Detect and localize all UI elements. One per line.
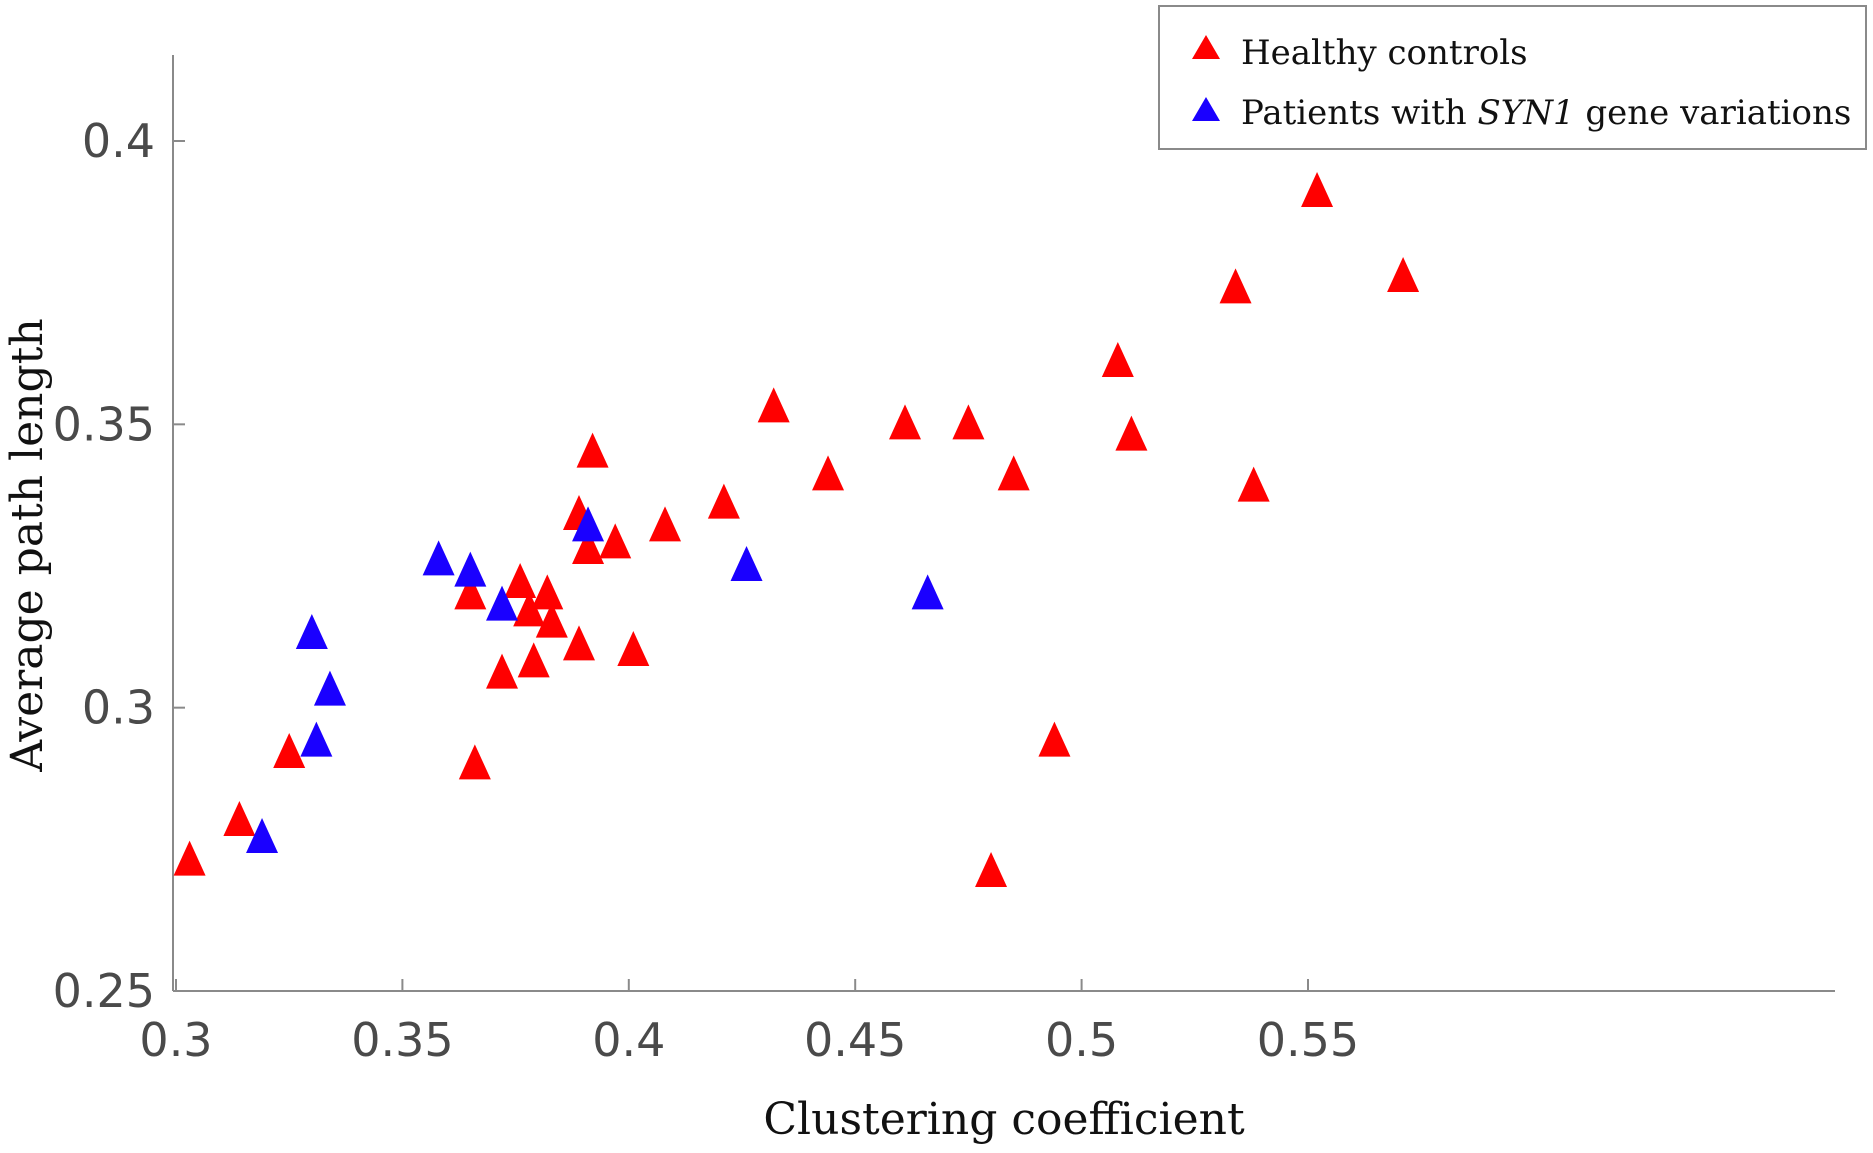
healthy-control-point bbox=[458, 744, 491, 780]
legend: Healthy controls Patients with SYN1 gene… bbox=[1158, 5, 1867, 150]
y-axis-title: Average path length bbox=[2, 318, 53, 772]
data-points bbox=[173, 172, 1420, 887]
patient-point bbox=[454, 551, 487, 587]
legend-patients-gene: SYN1 bbox=[1477, 93, 1574, 133]
healthy-control-point bbox=[223, 801, 256, 836]
ticks bbox=[173, 140, 1309, 992]
patient-point bbox=[422, 540, 455, 576]
healthy-control-point bbox=[562, 625, 595, 661]
healthy-control-point bbox=[649, 506, 682, 542]
tick-labels: 0.3 0.35 0.4 0.45 0.5 0.550.250.30.350.4 bbox=[53, 114, 1360, 1067]
healthy-control-point bbox=[757, 387, 790, 423]
x-axis-title: Clustering coefficient bbox=[763, 1094, 1245, 1145]
patient-point bbox=[911, 574, 944, 610]
patient-point bbox=[300, 721, 333, 757]
legend-box bbox=[1158, 5, 1867, 150]
y-tick-label: 0.4 bbox=[82, 114, 155, 168]
patient-point bbox=[730, 546, 763, 581]
healthy-control-point bbox=[454, 574, 487, 610]
healthy-control-point bbox=[599, 523, 632, 559]
x-tick-label: 0.3 bbox=[139, 1013, 212, 1067]
healthy-control-point bbox=[513, 591, 546, 627]
healthy-control-point bbox=[812, 455, 845, 491]
legend-patients-prefix: Patients with bbox=[1241, 93, 1477, 133]
axes bbox=[172, 55, 1835, 992]
patient-point bbox=[313, 670, 346, 706]
healthy-control-point bbox=[1101, 342, 1134, 377]
x-tick-label: 0.4 bbox=[592, 1013, 665, 1067]
healthy-control-point bbox=[1038, 721, 1071, 757]
legend-healthy-marker bbox=[1192, 35, 1220, 59]
legend-patients-marker bbox=[1192, 97, 1220, 121]
healthy-control-point bbox=[504, 563, 537, 598]
healthy-control-point bbox=[173, 840, 206, 876]
x-tick-label: 0.55 bbox=[1257, 1013, 1359, 1067]
patient-point bbox=[572, 506, 605, 542]
y-tick-label: 0.35 bbox=[53, 397, 155, 451]
x-tick-label: 0.5 bbox=[1045, 1013, 1118, 1067]
x-tick-label: 0.35 bbox=[351, 1013, 453, 1067]
healthy-control-point bbox=[486, 653, 519, 689]
healthy-control-point bbox=[617, 631, 650, 666]
healthy-control-point bbox=[997, 455, 1030, 491]
healthy-control-point bbox=[576, 432, 609, 468]
healthy-control-point bbox=[572, 529, 605, 564]
healthy-control-point bbox=[889, 404, 922, 440]
healthy-control-point bbox=[1237, 466, 1270, 502]
healthy-control-point bbox=[1115, 415, 1148, 451]
x-tick-label: 0.45 bbox=[804, 1013, 906, 1067]
y-tick-label: 0.25 bbox=[53, 964, 155, 1018]
y-tick-label: 0.3 bbox=[82, 681, 155, 735]
healthy-control-point bbox=[273, 733, 306, 768]
legend-patients-label: Patients with SYN1 gene variations bbox=[1241, 93, 1851, 133]
healthy-control-point bbox=[1301, 172, 1334, 207]
healthy-control-point bbox=[1387, 257, 1420, 292]
healthy-control-point bbox=[952, 404, 985, 440]
legend-healthy-label: Healthy controls bbox=[1241, 33, 1528, 73]
healthy-control-point bbox=[535, 602, 568, 638]
healthy-control-point bbox=[517, 642, 550, 678]
healthy-control-point bbox=[1219, 268, 1252, 304]
healthy-control-point bbox=[707, 483, 740, 519]
patient-point bbox=[295, 614, 328, 649]
patient-point bbox=[486, 585, 519, 621]
healthy-control-point bbox=[531, 574, 564, 610]
healthy-control-point bbox=[975, 852, 1008, 887]
patient-point bbox=[246, 818, 279, 853]
legend-patients-suffix: gene variations bbox=[1575, 93, 1852, 133]
